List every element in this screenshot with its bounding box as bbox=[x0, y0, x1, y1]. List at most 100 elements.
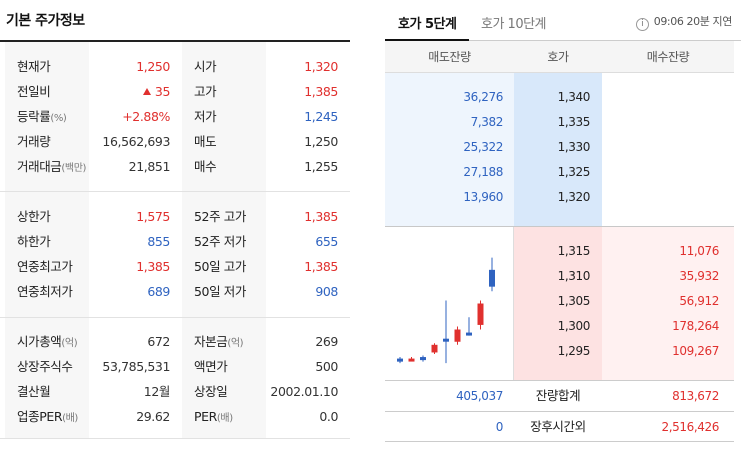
field-label: 시가 bbox=[194, 59, 217, 74]
field-value: +2.88% bbox=[122, 109, 170, 124]
candle-body bbox=[489, 269, 495, 287]
field-value: 12월 bbox=[143, 384, 171, 399]
field-label: 저가 bbox=[194, 109, 217, 124]
delay-text: 09:06 20분 지연 bbox=[653, 15, 733, 28]
info-icon[interactable]: i bbox=[635, 18, 649, 31]
field-label: 52주 고가 bbox=[194, 209, 246, 224]
field-label: 현재가 bbox=[17, 59, 51, 74]
candle-chart-svg bbox=[397, 257, 495, 364]
bid-price: 1,315 bbox=[557, 244, 591, 258]
field-unit: (배) bbox=[216, 413, 233, 424]
field-label: 매수 bbox=[194, 159, 217, 174]
bid-price: 1,300 bbox=[557, 319, 591, 333]
info-row: 연중최고가 1,385 50일 고가 1,385 bbox=[0, 254, 350, 279]
field-label: 연중최저가 bbox=[17, 284, 73, 299]
bid-price: 1,310 bbox=[557, 269, 591, 283]
tab-10-levels[interactable]: 호가 10단계 bbox=[481, 17, 547, 32]
field-unit: (배) bbox=[62, 413, 78, 424]
bid-row[interactable]: 1,310 35,932 bbox=[514, 264, 734, 289]
ask-row[interactable]: 13,960 1,320 bbox=[385, 185, 734, 210]
ask-row[interactable]: 7,382 1,335 bbox=[385, 110, 734, 135]
info-section: 상한가 1,575 52주 고가 1,385 하한가 855 52주 저가 655 연중최고가 1… bbox=[0, 192, 350, 318]
field-unit: (%) bbox=[50, 113, 67, 124]
candle-body bbox=[431, 344, 438, 353]
field-value: 53,785,531 bbox=[102, 359, 170, 374]
field-label: 50일 고가 bbox=[194, 259, 246, 274]
after-hours-bid-volume: 2,516,426 bbox=[661, 420, 720, 434]
field-value: 1,385 bbox=[304, 84, 338, 99]
ask-price: 1,320 bbox=[557, 190, 591, 204]
candle-body bbox=[408, 358, 415, 362]
info-row: 거래량 16,562,693 매도 1,250 bbox=[0, 129, 350, 154]
field-value: 16,562,693 bbox=[102, 134, 170, 149]
total-label: 잔량합계 bbox=[535, 388, 581, 403]
field-label: 상한가 bbox=[17, 209, 51, 224]
candle-body bbox=[477, 303, 484, 325]
field-value: 689 bbox=[147, 284, 170, 299]
bid-row[interactable]: 1,295 109,267 bbox=[514, 339, 734, 364]
field-label: 등락률(%) bbox=[17, 109, 67, 124]
info-row: 현재가 1,250 시가 1,320 bbox=[0, 54, 350, 79]
candle-body bbox=[397, 358, 403, 362]
field-label: 상장일 bbox=[194, 384, 228, 399]
candle-body bbox=[420, 357, 426, 361]
ask-row[interactable]: 27,188 1,325 bbox=[385, 160, 734, 185]
info-section: 시가총액(억) 672 자본금(억) 269 상장주식수 53,785,531 액면가 500… bbox=[0, 318, 350, 439]
bid-row[interactable]: 1,300 178,264 bbox=[514, 314, 734, 339]
tab-5-levels[interactable]: 호가 5단계 bbox=[384, 13, 470, 41]
ask-row[interactable]: 36,276 1,340 bbox=[385, 85, 734, 110]
basic-price-info-panel: 현재가 1,250 시가 1,320 전일비 35 고가 1,385 등락률(%) +2.88% 저… bbox=[0, 40, 350, 439]
up-triangle-icon bbox=[142, 88, 151, 95]
delay-notice: i 09:06 20분 지연 bbox=[635, 13, 733, 31]
mini-candle-chart bbox=[385, 227, 514, 380]
field-value: 1,385 bbox=[136, 259, 170, 274]
ask-row[interactable]: 25,322 1,330 bbox=[385, 135, 734, 160]
field-label: 하한가 bbox=[17, 234, 51, 249]
bid-volume: 109,267 bbox=[672, 344, 719, 358]
ask-price: 1,325 bbox=[557, 165, 591, 179]
ask-price: 1,335 bbox=[557, 115, 591, 129]
bid-section: 1,315 11,076 1,310 35,932 1,305 56,912 1… bbox=[385, 227, 734, 380]
field-value: 1,250 bbox=[304, 134, 338, 149]
info-row: 전일비 35 고가 1,385 bbox=[0, 79, 350, 104]
field-value: 500 bbox=[315, 359, 338, 374]
field-label: 전일비 bbox=[17, 84, 51, 99]
info-row: 상한가 1,575 52주 고가 1,385 bbox=[0, 204, 350, 229]
field-value: 908 bbox=[315, 284, 338, 299]
ask-price: 1,330 bbox=[557, 140, 591, 154]
field-value: 1,320 bbox=[304, 59, 338, 74]
bid-price: 1,305 bbox=[557, 294, 591, 308]
total-bid-volume: 813,672 bbox=[672, 389, 719, 403]
title-rule bbox=[0, 40, 350, 42]
info-row: 결산월 12월 상장일 2002.01.10 bbox=[0, 379, 350, 404]
field-value: 29.62 bbox=[136, 409, 170, 424]
field-value: 269 bbox=[315, 334, 338, 349]
field-value: 2002.01.10 bbox=[270, 384, 338, 399]
info-row: 업종PER(배) 29.62 PER(배) 0.0 bbox=[0, 404, 350, 429]
field-value: 1,250 bbox=[136, 59, 170, 74]
field-label: 자본금(억) bbox=[194, 334, 244, 349]
candle-body bbox=[443, 338, 449, 342]
field-label: 거래량 bbox=[17, 134, 51, 149]
field-label: 상장주식수 bbox=[17, 359, 73, 374]
field-unit: (억) bbox=[227, 338, 244, 349]
field-unit: (억) bbox=[61, 338, 78, 349]
field-value: 1,385 bbox=[304, 259, 338, 274]
orderbook-tabs: 호가 5단계 호가 10단계 i 09:06 20분 지연 bbox=[384, 0, 741, 41]
bid-row[interactable]: 1,305 56,912 bbox=[514, 289, 734, 314]
total-remaining-row: 405,037 잔량합계 813,672 bbox=[385, 380, 734, 411]
field-unit: (백만) bbox=[61, 163, 87, 174]
orderbook: 매도잔량 호가 매수잔량 36,276 1,340 7,382 1,335 25… bbox=[385, 41, 734, 442]
page-title: 기본 주가정보 bbox=[6, 13, 85, 29]
bid-row[interactable]: 1,315 11,076 bbox=[514, 239, 734, 264]
field-label: PER(배) bbox=[194, 409, 233, 424]
ask-volume: 25,322 bbox=[463, 140, 503, 154]
header-ask-volume: 매도잔량 bbox=[428, 50, 471, 64]
ask-volume: 7,382 bbox=[470, 115, 504, 129]
ask-volume: 27,188 bbox=[463, 165, 503, 179]
candle-body bbox=[454, 329, 461, 342]
header-bid-volume: 매수잔량 bbox=[646, 50, 690, 64]
after-hours-ask-volume: 0 bbox=[495, 420, 504, 434]
field-label: 거래대금(백만) bbox=[17, 159, 87, 174]
header-price: 호가 bbox=[547, 50, 569, 64]
